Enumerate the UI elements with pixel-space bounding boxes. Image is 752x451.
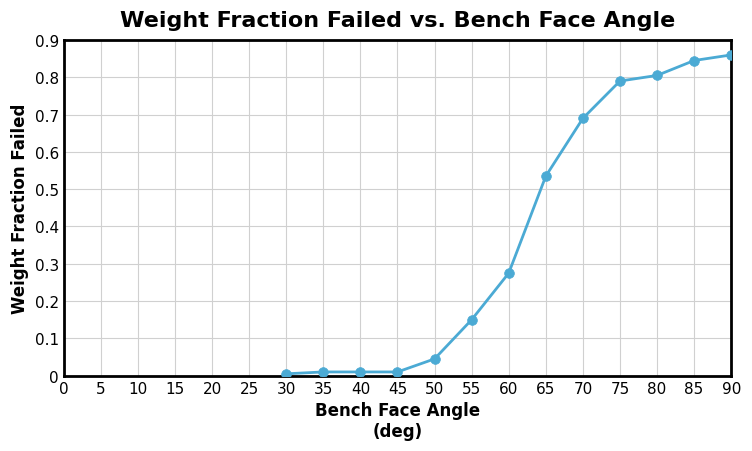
- Y-axis label: Weight Fraction Failed: Weight Fraction Failed: [11, 103, 29, 313]
- Title: Weight Fraction Failed vs. Bench Face Angle: Weight Fraction Failed vs. Bench Face An…: [120, 11, 675, 31]
- X-axis label: Bench Face Angle
(deg): Bench Face Angle (deg): [315, 401, 480, 440]
